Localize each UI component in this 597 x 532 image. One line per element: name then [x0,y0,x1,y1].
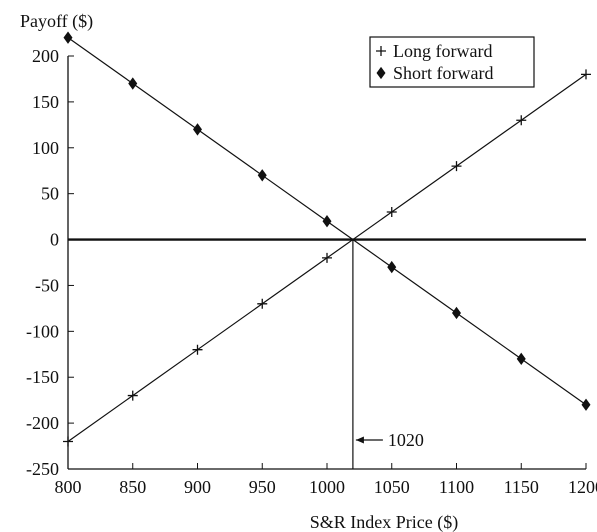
x-tick-label: 1100 [439,477,474,497]
short-forward-point [452,306,461,320]
y-tick-label: -50 [35,275,59,295]
x-tick-label: 850 [119,477,146,497]
long-forward-point [127,390,138,401]
y-tick-label: 0 [50,230,59,250]
y-tick-label: 100 [32,138,59,158]
y-tick-label: -150 [26,367,59,387]
short-forward-legend-label: Short forward [393,63,493,83]
y-tick-label: -100 [26,321,59,341]
y-tick-label: 150 [32,92,59,112]
y-tick-label: 200 [32,46,59,66]
short-forward-point [63,31,73,44]
long-forward-point [192,344,203,355]
x-tick-label: 1150 [504,477,539,497]
short-forward-point [128,77,138,90]
long-forward-point [257,298,268,309]
short-forward-point [581,398,591,411]
x-axis-label: S&R Index Price ($) [310,512,458,532]
y-tick-label: -250 [26,459,59,479]
long-forward-point [322,252,332,263]
short-forward-point [193,123,202,136]
x-tick-label: 1000 [309,477,345,497]
long-forward-point [516,115,527,126]
x-tick-label: 950 [249,477,276,497]
series-markers [63,31,591,447]
short-forward-point [322,215,332,228]
long-forward-point [63,436,73,447]
short-forward-point [257,169,267,182]
long-forward-point [451,161,462,172]
annotation: 1020 [352,239,424,469]
long-forward-point [581,69,591,80]
x-tick-label: 900 [184,477,211,497]
y-tick-label: -200 [26,413,59,433]
short-forward-point [387,260,397,274]
x-tick-label: 1050 [374,477,410,497]
long-forward-point [386,207,397,218]
short-forward-point [516,352,526,366]
annotation-arrow-head [355,436,364,444]
legend-box [369,36,535,88]
long-forward-legend-label: Long forward [393,41,492,61]
annotation-label: 1020 [388,430,424,450]
long-forward-legend-marker [376,46,386,56]
short-forward-legend-marker [376,66,386,80]
x-tick-label: 800 [55,477,82,497]
y-axis-label: Payoff ($) [20,11,93,32]
x-tick-label: 1200 [568,477,597,497]
y-tick-label: 50 [41,184,59,204]
